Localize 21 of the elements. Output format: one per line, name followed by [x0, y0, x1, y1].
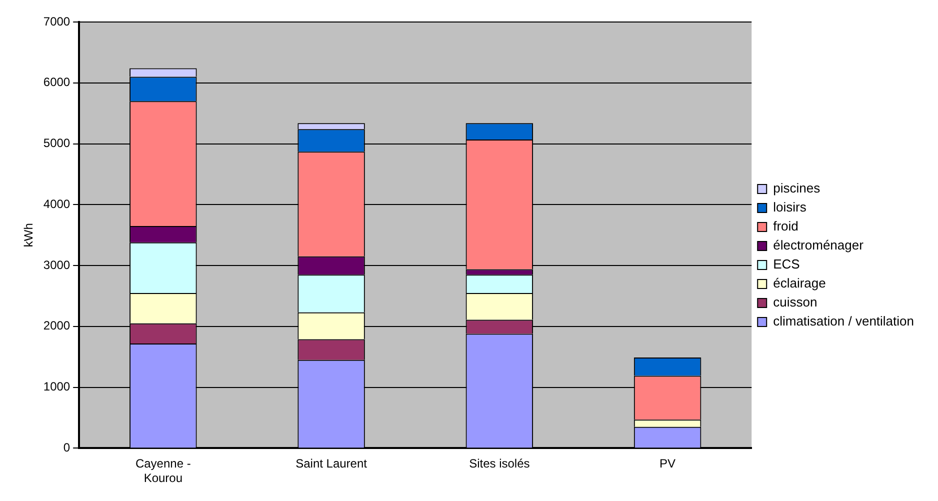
- legend-label: piscines: [773, 180, 821, 196]
- x-tick-label: Saint Laurent: [296, 456, 368, 471]
- legend-label: froid: [773, 218, 798, 234]
- y-tick-label: 7000: [43, 14, 70, 28]
- y-tick-label: 2000: [43, 318, 70, 333]
- legend-label: loisirs: [773, 200, 807, 215]
- y-tick-label: 6000: [43, 75, 70, 90]
- legend-label: climatisation / ventilation: [773, 314, 914, 329]
- legend-label: ECS: [773, 256, 800, 272]
- y-tick-label: 5000: [43, 136, 70, 150]
- legend-label: éclairage: [773, 276, 826, 291]
- y-tick-label: 3000: [43, 258, 70, 272]
- y-tick-label: 1000: [43, 380, 70, 394]
- y-tick-label: 0: [63, 440, 70, 455]
- y-axis-title: kWh: [22, 223, 36, 248]
- x-tick-label: PV: [660, 456, 676, 471]
- y-tick-label: 4000: [43, 196, 70, 211]
- legend-label: cuisson: [773, 294, 818, 310]
- x-tick-label: Sites isolés: [469, 456, 530, 471]
- legend-label: électroménager: [773, 238, 864, 253]
- x-tick-label: Cayenne - Kourou: [135, 456, 191, 486]
